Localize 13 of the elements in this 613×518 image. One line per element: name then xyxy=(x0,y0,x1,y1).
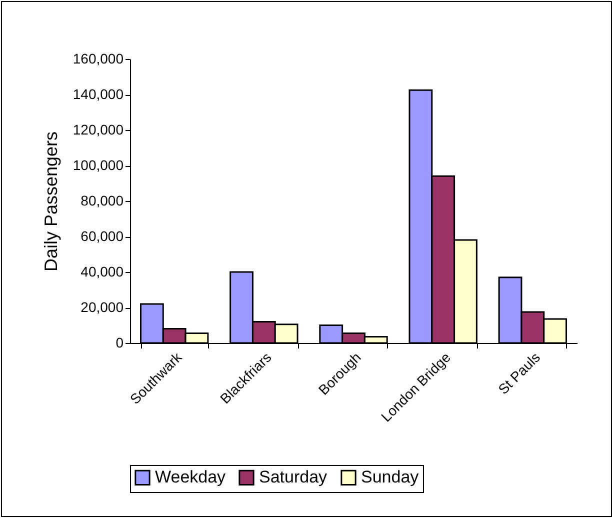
legend-label: Weekday xyxy=(155,468,226,487)
y-tick-label: 0 xyxy=(116,334,124,350)
legend-label: Sunday xyxy=(361,468,420,487)
y-axis-title: Daily Passengers xyxy=(40,131,61,272)
y-tick-label: 60,000 xyxy=(80,228,124,244)
y-tick-label: 100,000 xyxy=(72,157,124,173)
y-tick-label: 140,000 xyxy=(72,86,124,102)
y-tick-label: 120,000 xyxy=(72,122,124,138)
y-tick-label: 40,000 xyxy=(80,264,124,280)
y-tick-label: 20,000 xyxy=(80,299,124,315)
y-tick-label: 80,000 xyxy=(80,192,124,208)
legend-label: Saturday xyxy=(259,468,328,487)
y-tick-label: 160,000 xyxy=(72,50,124,66)
